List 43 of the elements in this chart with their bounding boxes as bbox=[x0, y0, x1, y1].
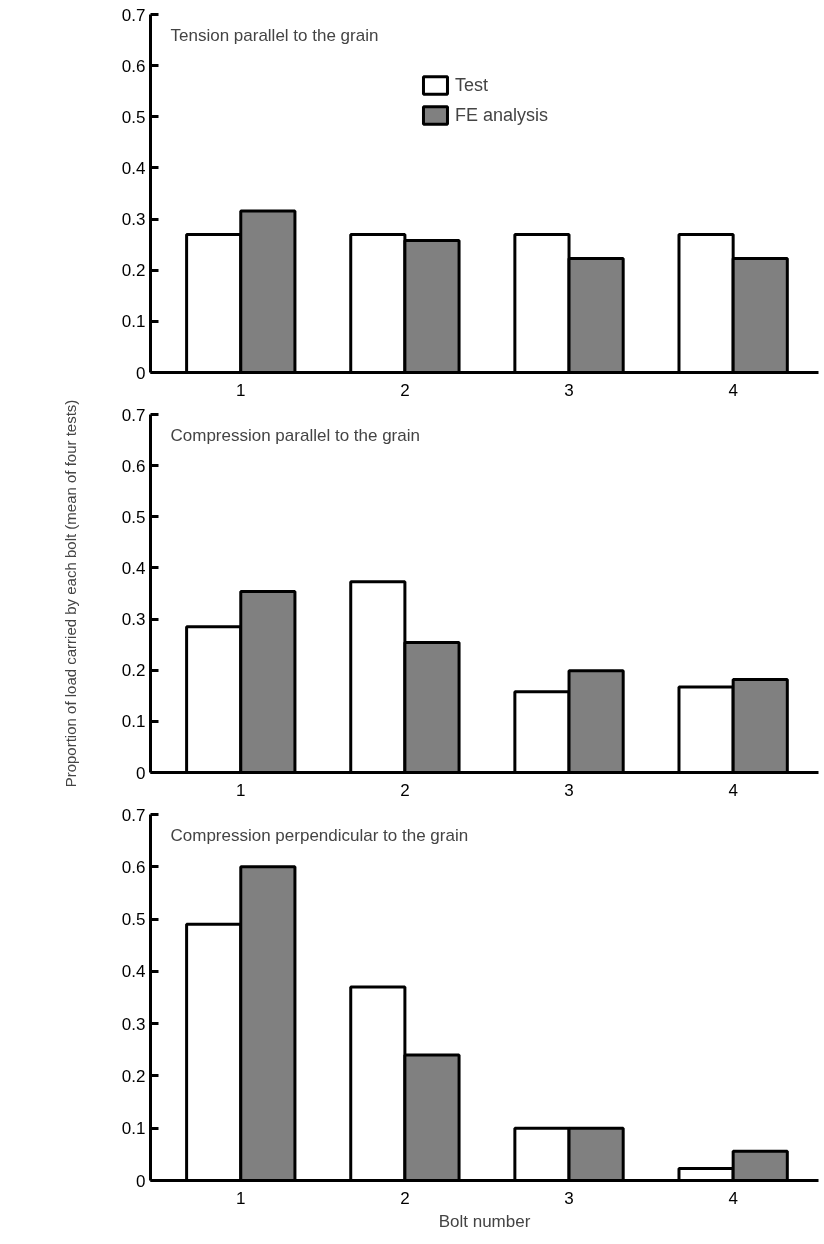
y-tick-label: 0.1 bbox=[121, 312, 146, 332]
y-tick-label: 0.7 bbox=[121, 5, 146, 25]
y-tick-label: 0 bbox=[136, 363, 146, 383]
y-tick-label: 0.5 bbox=[121, 107, 146, 127]
y-tick-label: 0.3 bbox=[121, 210, 146, 230]
y-axis-title: Proportion of load carried by each bolt (mean of four tests) bbox=[61, 399, 79, 788]
x-tick-label: 3 bbox=[564, 780, 574, 800]
y-tick-label: 0.6 bbox=[121, 56, 146, 76]
x-axis-title: Bolt number bbox=[438, 1211, 531, 1231]
text: Compression perpendicular to the grain bbox=[170, 825, 469, 845]
y-tick-label: 0.1 bbox=[121, 1119, 146, 1139]
y-tick-label: 0.5 bbox=[121, 910, 146, 930]
y-tick-label: 0.3 bbox=[121, 610, 146, 630]
legend-label: FE analysis bbox=[454, 104, 549, 126]
y-tick-label: 0.6 bbox=[121, 857, 146, 877]
x-tick-label: 1 bbox=[236, 380, 246, 400]
y-tick-label: 0.7 bbox=[121, 805, 146, 825]
y-tick-label: 0.1 bbox=[121, 712, 146, 732]
text: Tension parallel to the grain bbox=[170, 25, 379, 45]
y-tick-label: 0 bbox=[136, 763, 146, 783]
y-tick-label: 0.2 bbox=[121, 261, 146, 281]
y-tick-label: 0 bbox=[136, 1171, 146, 1191]
x-tick-label: 4 bbox=[728, 380, 738, 400]
legend-label: Test bbox=[454, 74, 488, 96]
y-tick-label: 0.2 bbox=[121, 1066, 146, 1086]
y-tick-label: 0.4 bbox=[121, 158, 146, 178]
y-tick-label: 0.4 bbox=[121, 558, 146, 578]
x-tick-label: 2 bbox=[400, 1188, 410, 1208]
text: Compression parallel to the grain bbox=[170, 425, 420, 445]
x-tick-label: 1 bbox=[236, 780, 246, 800]
x-tick-label: 2 bbox=[400, 380, 410, 400]
y-tick-label: 0.3 bbox=[121, 1014, 146, 1034]
x-tick-label: 4 bbox=[728, 1188, 738, 1208]
y-tick-label: 0.4 bbox=[121, 962, 146, 982]
x-tick-label: 1 bbox=[236, 1188, 246, 1208]
y-tick-label: 0.7 bbox=[121, 405, 146, 425]
x-tick-label: 3 bbox=[564, 380, 574, 400]
x-tick-label: 2 bbox=[400, 780, 410, 800]
x-tick-label: 3 bbox=[564, 1188, 574, 1208]
y-tick-label: 0.5 bbox=[121, 507, 146, 527]
x-tick-label: 4 bbox=[728, 780, 738, 800]
y-tick-label: 0.2 bbox=[121, 661, 146, 681]
y-tick-label: 0.6 bbox=[121, 456, 146, 476]
